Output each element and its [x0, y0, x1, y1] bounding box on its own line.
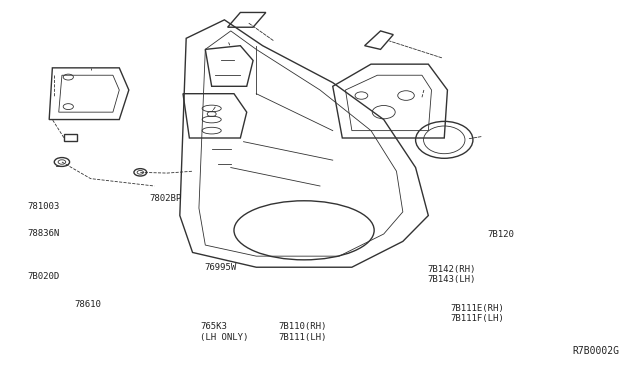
Text: 7B020D: 7B020D	[27, 272, 59, 281]
Text: 78836N: 78836N	[27, 229, 59, 238]
Text: 7B111E(RH)
7B111F(LH): 7B111E(RH) 7B111F(LH)	[451, 304, 504, 323]
Text: R7B0002G: R7B0002G	[573, 346, 620, 356]
Text: 7802BP: 7802BP	[149, 195, 182, 203]
Text: 7B110(RH)
7B111(LH): 7B110(RH) 7B111(LH)	[278, 322, 327, 341]
Text: 765K3
(LH ONLY): 765K3 (LH ONLY)	[200, 322, 248, 341]
Text: 7B120: 7B120	[487, 230, 514, 239]
Text: 781003: 781003	[27, 202, 59, 211]
Text: 7B142(RH)
7B143(LH): 7B142(RH) 7B143(LH)	[427, 265, 476, 284]
Text: 76995W: 76995W	[204, 263, 236, 272]
Text: 78610: 78610	[75, 300, 102, 309]
